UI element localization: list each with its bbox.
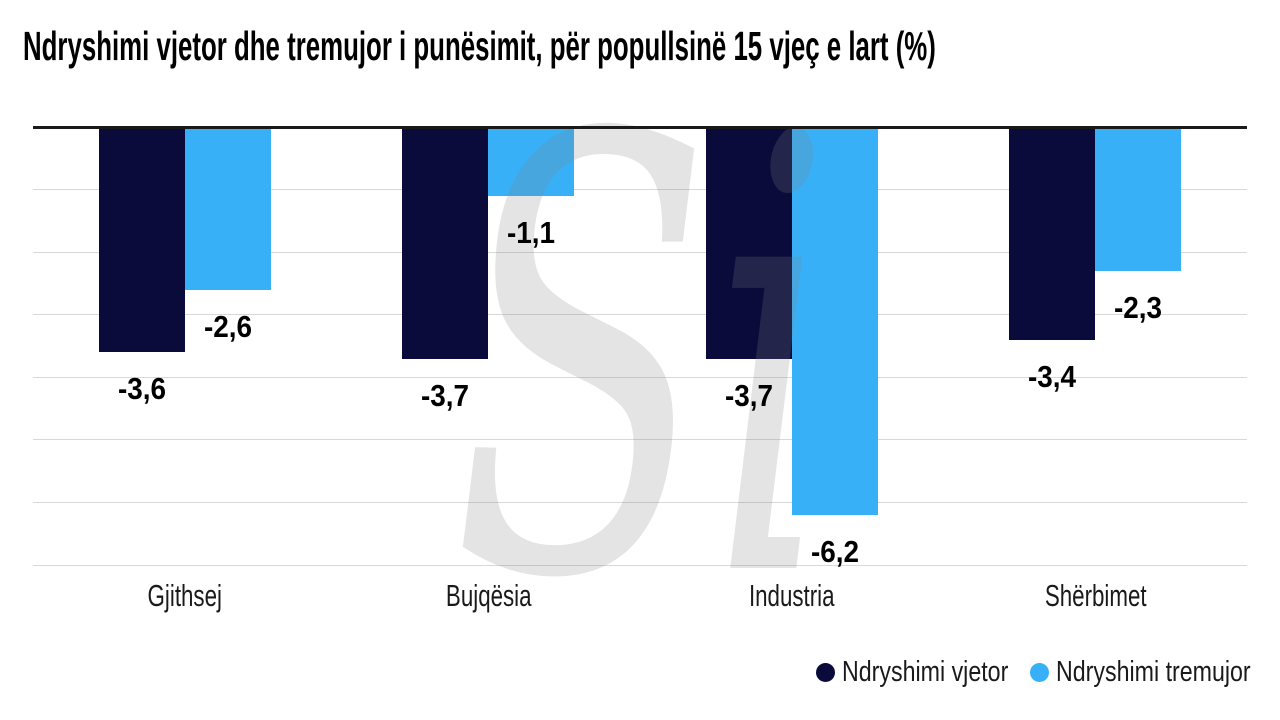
bar-ndryshimi vjetor-gjithsej: -3,6	[98, 127, 185, 404]
legend-item-ndryshimi vjetor: Ndryshimi vjetor	[815, 656, 1009, 688]
bar-ndryshimi tremujor-bujqesia: -1,1	[488, 127, 575, 248]
x-axis-labels: Gjithsej Bujqësia Industria Shërbimet	[33, 580, 1247, 611]
bar-ndryshimi tremujor-gjithsej: -2,6	[184, 127, 271, 342]
bar-group-sherbimet: -3,4 -2,3	[944, 127, 1248, 565]
legend-dot-icon	[1030, 663, 1050, 682]
x-axis-label-gjithsej: Gjithsej	[147, 578, 222, 613]
plot-area: Si -3,6 -2,6 -3,7 -1,1 -3,7 -6,2 -3,4 -2,3	[33, 11, 1248, 710]
bar-groups: -3,6 -2,6 -3,7 -1,1 -3,7 -6,2 -3,4 -2,3	[33, 127, 1248, 567]
bar-value-label: -2,6	[203, 308, 252, 344]
bar-value-label: -2,3	[1114, 289, 1163, 325]
gridline	[33, 501, 1247, 503]
legend-dot-icon	[815, 663, 835, 682]
bar-value-label: -3,4	[1028, 358, 1077, 394]
zero-axis-line	[33, 126, 1247, 129]
bar-ndryshimi vjetor-sherbimet: -3,4	[1009, 127, 1096, 392]
bar-group-industria: -3,7 -6,2	[640, 127, 944, 567]
gridline	[33, 564, 1247, 566]
legend: Ndryshimi vjetor Ndryshimi tremujor	[815, 656, 1251, 688]
bar-group-gjithsej: -3,6 -2,6	[33, 127, 337, 565]
bar-value-label: -6,2	[810, 533, 859, 569]
bar-value-label: -1,1	[507, 214, 556, 250]
legend-label: Ndryshimi vjetor	[841, 656, 1009, 688]
x-axis-label-bujqesia: Bujqësia	[445, 578, 532, 613]
gridline	[33, 314, 1247, 316]
bar-ndryshimi vjetor-bujqesia: -3,7	[402, 127, 489, 411]
bar-ndryshimi tremujor-sherbimet: -2,3	[1095, 127, 1182, 323]
x-axis-label-sherbimet: Shërbimet	[1044, 578, 1147, 613]
legend-item-ndryshimi tremujor: Ndryshimi tremujor	[1030, 658, 1251, 687]
x-axis-label-industria: Industria	[748, 578, 835, 613]
gridline	[33, 251, 1247, 253]
gridline	[33, 376, 1247, 378]
bar-group-bujqesia: -3,7 -1,1	[337, 127, 641, 565]
legend-label: Ndryshimi tremujor	[1056, 656, 1251, 688]
bar-ndryshimi tremujor-industria: -6,2	[791, 127, 878, 567]
bar-ndryshimi vjetor-industria: -3,7	[705, 127, 792, 411]
bar-value-label: -3,7	[421, 377, 470, 413]
gridline	[33, 189, 1247, 191]
chart-title: Ndryshimi vjetor dhe tremujor i punësimi…	[23, 23, 936, 69]
gridline	[33, 439, 1247, 441]
bar-value-label: -3,7	[724, 377, 773, 413]
bar-value-label: -3,6	[117, 371, 166, 407]
